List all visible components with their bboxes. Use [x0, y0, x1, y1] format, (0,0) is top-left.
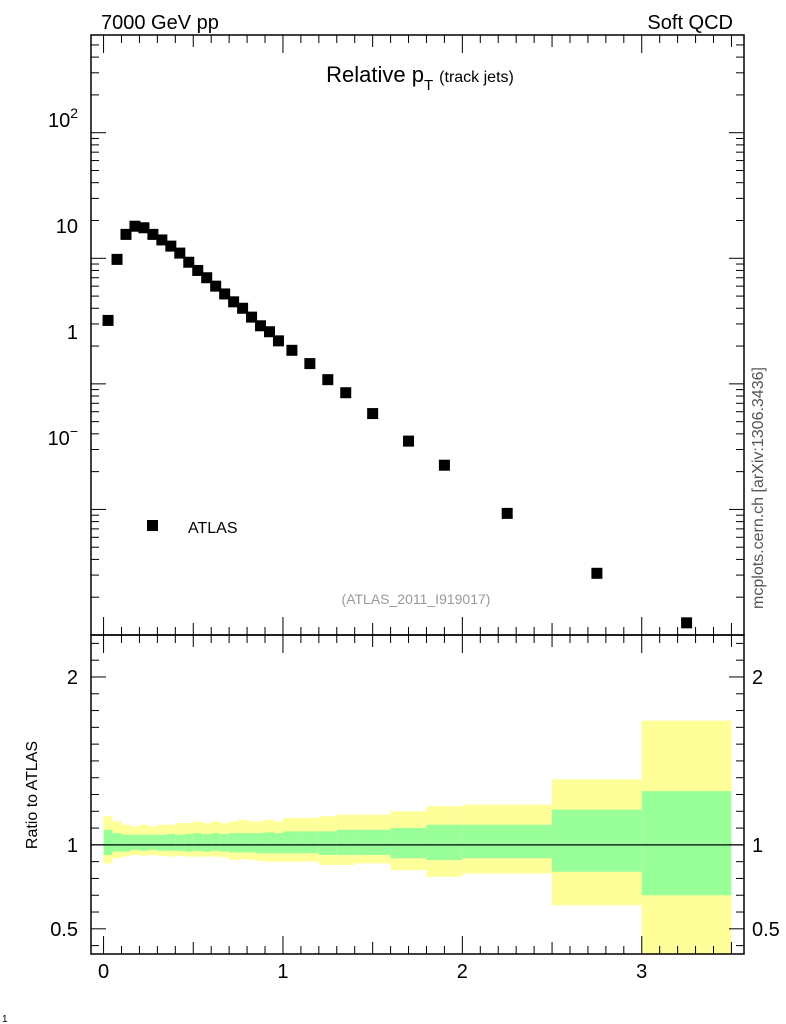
- ratio-inner-band-24: [354, 829, 391, 855]
- ratio-inner-band-3: [130, 834, 140, 850]
- ratio-inner-band-19: [273, 833, 283, 854]
- data-point-17: [255, 320, 267, 332]
- data-point-10: [192, 264, 204, 276]
- data-point-14: [228, 296, 240, 308]
- ratio-inner-band-29: [641, 791, 732, 896]
- ratio-inner-band-26: [426, 824, 463, 860]
- data-point-5: [147, 228, 159, 240]
- data-point-23: [340, 387, 352, 399]
- ratio-inner-band-23: [336, 829, 355, 855]
- ratio-inner-band-22: [318, 831, 337, 855]
- x-tick-label-0: 0: [98, 961, 109, 983]
- legend-label: ATLAS: [188, 520, 238, 537]
- ratio-inner-band-0: [103, 829, 113, 855]
- ratio-inner-band-14: [229, 833, 239, 853]
- data-points: [102, 220, 693, 629]
- main-y-tick-label-1: 1: [67, 322, 78, 344]
- ratio-inner-band-12: [211, 833, 221, 851]
- ratio-inner-band-9: [184, 833, 194, 852]
- data-point-8: [174, 247, 186, 259]
- ratio-y-label-left-1: 1: [67, 835, 78, 857]
- ratio-inner-band-13: [220, 833, 230, 852]
- data-point-11: [201, 272, 213, 284]
- data-point-1: [111, 253, 123, 265]
- ratio-y-label-right-2: 2: [752, 667, 763, 689]
- ratio-inner-band-1: [112, 833, 122, 852]
- header-left: 7000 GeV pp: [101, 12, 219, 34]
- data-point-2: [120, 228, 132, 240]
- data-point-24: [367, 408, 379, 420]
- data-point-19: [272, 335, 284, 347]
- ratio-y-label-left-0: 0.5: [50, 919, 78, 941]
- ratio-y-label-left-2: 2: [67, 667, 78, 689]
- x-tick-label-2: 2: [457, 961, 468, 983]
- data-point-28: [591, 567, 603, 579]
- analysis-id: (ATLAS_2011_I919017): [342, 591, 491, 607]
- ratio-inner-band-16: [247, 833, 257, 853]
- ratio-inner-band-4: [139, 834, 149, 851]
- data-point-9: [183, 256, 195, 268]
- ratio-inner-band-8: [175, 834, 185, 851]
- ratio-bands: [103, 720, 732, 954]
- ratio-inner-band-11: [202, 833, 212, 852]
- ratio-right-tick-labels: 0.5 1 2: [752, 667, 780, 941]
- data-point-29: [681, 617, 693, 629]
- ratio-inner-band-20: [282, 831, 301, 854]
- main-y-tick-label-10: 10: [56, 216, 78, 238]
- data-point-21: [304, 358, 316, 370]
- x-tick-labels: 0 1 2 3: [98, 961, 647, 983]
- data-point-13: [219, 288, 231, 300]
- data-point-3: [129, 220, 141, 232]
- x-axis-ticks: [103, 35, 732, 954]
- data-point-22: [322, 374, 334, 386]
- ratio-y-axis-label: Ratio to ATLAS: [24, 741, 41, 849]
- x-tick-label-1: 1: [277, 961, 288, 983]
- ratio-inner-band-10: [193, 833, 203, 851]
- ratio-inner-band-17: [256, 833, 266, 854]
- header-right: Soft QCD: [647, 12, 733, 34]
- data-point-0: [102, 314, 114, 326]
- ratio-inner-band-6: [157, 834, 167, 851]
- data-point-26: [438, 459, 450, 471]
- plot-title: Relative pT (track jets): [326, 62, 514, 94]
- ratio-inner-band-5: [148, 834, 158, 850]
- ratio-inner-band-27: [462, 824, 553, 859]
- data-point-4: [138, 222, 150, 234]
- data-point-12: [210, 280, 222, 292]
- side-note: mcplots.cern.ch [arXiv:1306.3436]: [750, 367, 767, 609]
- ratio-inner-band-25: [390, 828, 427, 859]
- ratio-inner-band-18: [265, 832, 274, 854]
- x-tick-label-3: 3: [636, 961, 647, 983]
- ratio-y-ticks: [91, 642, 744, 947]
- ratio-inner-band-7: [166, 833, 176, 851]
- data-point-25: [403, 435, 415, 447]
- legend-marker: [147, 520, 158, 531]
- main-plot-frame: [90, 34, 745, 636]
- main-y-tick-label-100: 102: [48, 105, 78, 132]
- ratio-left-tick-labels: 0.5 1 2: [50, 667, 78, 941]
- corner-mark: 1: [2, 1014, 8, 1024]
- data-point-18: [263, 326, 275, 338]
- data-point-7: [165, 240, 177, 252]
- main-y-tick-labels: 102 10 1 10−: [48, 105, 79, 450]
- ratio-inner-band-15: [238, 833, 248, 853]
- ratio-y-label-right-0: 0.5: [752, 919, 780, 941]
- data-point-15: [237, 302, 249, 314]
- main-y-major-ticks: [91, 132, 744, 636]
- main-y-minor-ticks: [91, 34, 744, 598]
- ratio-y-label-right-1: 1: [752, 835, 763, 857]
- data-point-20: [286, 344, 298, 356]
- data-point-6: [156, 234, 168, 246]
- data-point-16: [246, 311, 258, 323]
- main-y-tick-label-0.1: 10−: [48, 423, 78, 450]
- ratio-inner-band-21: [300, 831, 319, 854]
- data-point-27: [501, 507, 513, 519]
- ratio-inner-band-28: [552, 809, 642, 872]
- ratio-inner-band-2: [121, 834, 131, 852]
